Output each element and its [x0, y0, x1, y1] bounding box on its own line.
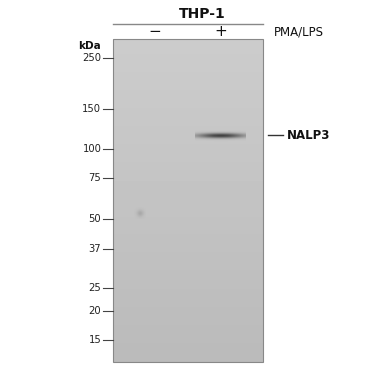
Text: 150: 150	[82, 104, 101, 114]
Text: 50: 50	[88, 214, 101, 224]
Text: THP-1: THP-1	[179, 7, 226, 21]
Text: 25: 25	[88, 284, 101, 293]
Bar	[112, 39, 262, 362]
Text: NALP3: NALP3	[287, 129, 330, 142]
Text: 37: 37	[88, 244, 101, 254]
Text: kDa: kDa	[78, 40, 101, 51]
Text: −: −	[148, 24, 161, 39]
Text: +: +	[214, 24, 227, 39]
Text: 15: 15	[88, 334, 101, 345]
Text: 250: 250	[82, 53, 101, 63]
Text: 100: 100	[82, 144, 101, 154]
Text: 20: 20	[88, 306, 101, 316]
Text: PMA/LPS: PMA/LPS	[274, 26, 324, 38]
Text: 75: 75	[88, 173, 101, 183]
